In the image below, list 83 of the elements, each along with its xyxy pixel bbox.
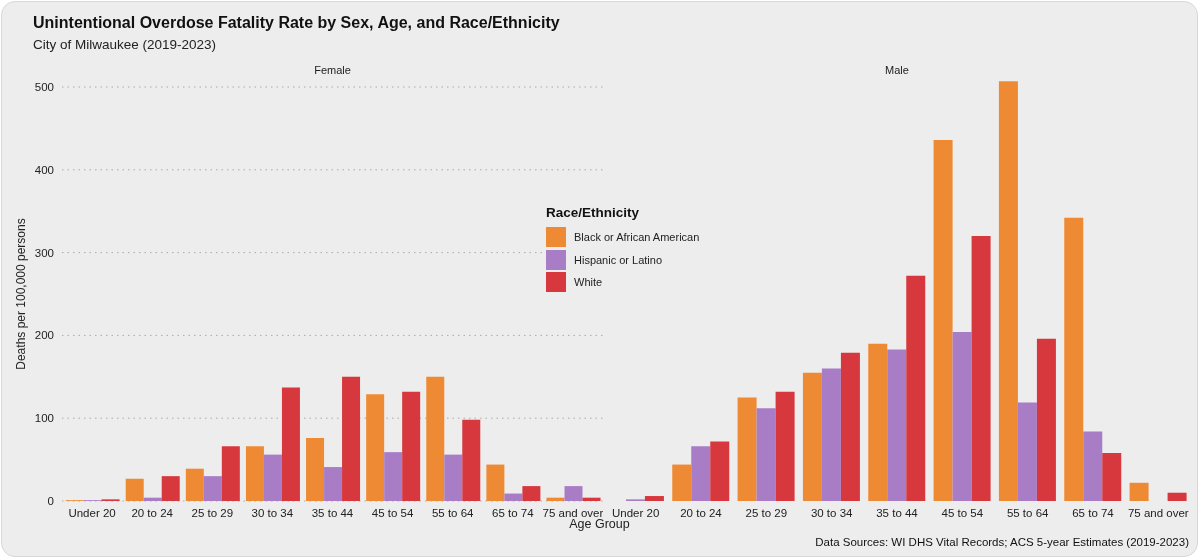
bar: [1102, 452, 1122, 501]
x-tick-label: 35 to 44: [876, 507, 919, 520]
bar: [486, 464, 505, 501]
bar: [161, 476, 180, 501]
bar: [221, 446, 240, 501]
legend-title: Race/Ethnicity: [546, 205, 641, 220]
x-tick-label: 65 to 74: [492, 507, 535, 520]
bar: [281, 387, 300, 501]
x-tick-label: 45 to 54: [941, 507, 984, 520]
y-axis-title: Deaths per 100,000 persons: [14, 218, 29, 370]
bar: [263, 454, 282, 501]
x-tick-label: 75 and over: [542, 507, 604, 520]
x-tick-label: Under 20: [68, 507, 116, 520]
x-tick-label: 20 to 24: [680, 507, 723, 520]
bar: [306, 438, 325, 501]
bar: [644, 496, 664, 501]
bar: [185, 468, 204, 501]
x-axis-title: Age Group: [569, 517, 630, 531]
bar: [324, 467, 343, 501]
bar: [1017, 402, 1037, 501]
legend-label: White: [574, 276, 603, 288]
bar: [998, 81, 1018, 501]
bar: [971, 236, 991, 501]
legend-label: Black or African American: [574, 231, 700, 243]
x-tick-label: 55 to 64: [1006, 507, 1050, 520]
y-tick-label: 200: [34, 329, 54, 342]
bar: [1036, 338, 1056, 501]
x-tick-label: 20 to 24: [131, 507, 174, 520]
x-tick-label: 25 to 29: [745, 507, 788, 520]
bar: [1129, 482, 1149, 501]
bar: [1083, 431, 1103, 501]
bar: [504, 493, 523, 501]
bar: [906, 275, 926, 501]
bar: [933, 139, 953, 501]
x-tick-label: 30 to 34: [810, 507, 854, 520]
bar: [1064, 217, 1084, 501]
chart-subtitle: City of Milwaukee (2019-2023): [33, 37, 217, 52]
bar: [756, 408, 776, 501]
x-tick-label: 45 to 54: [371, 507, 414, 520]
bar: [582, 497, 601, 501]
bar: [384, 452, 403, 501]
x-tick-label: 55 to 64: [431, 507, 475, 520]
bar: [821, 368, 841, 501]
bar: [775, 391, 795, 501]
bar: [887, 349, 907, 501]
bar: [366, 394, 385, 501]
y-tick-label: 0: [47, 495, 54, 508]
bar: [802, 372, 822, 501]
bar: [840, 352, 860, 501]
bar: [546, 497, 565, 501]
x-tick-label: 35 to 44: [311, 507, 354, 520]
bar: [143, 497, 162, 501]
bar: [868, 343, 888, 501]
x-tick-label: 75 and over: [1127, 507, 1189, 520]
bar: [710, 441, 730, 501]
text: Male: [884, 64, 910, 76]
x-tick-label: 30 to 34: [251, 507, 294, 520]
bar: [952, 332, 972, 501]
y-tick-label: 100: [34, 412, 54, 425]
x-tick-label: 65 to 74: [1072, 507, 1115, 520]
bar: [564, 486, 583, 501]
text: Female: [313, 64, 352, 76]
bar: [125, 478, 144, 501]
x-tick-label: Under 20: [612, 507, 660, 520]
y-tick-label: 500: [34, 81, 54, 94]
y-tick-label: 300: [34, 246, 54, 259]
bar: [691, 446, 711, 501]
bar: [462, 419, 481, 501]
bar: [444, 454, 463, 501]
text: Data Sources: WI DHS Vital Records; ACS 5-year Estimates (2019-2023): [815, 536, 1189, 548]
x-tick-label: 25 to 29: [191, 507, 234, 520]
bar: [522, 486, 541, 501]
bar: [672, 464, 692, 501]
y-tick-label: 400: [34, 163, 54, 176]
bar: [245, 446, 264, 501]
bar: [426, 376, 445, 501]
legend-label: Hispanic or Latino: [574, 253, 663, 266]
chart-title: Unintentional Overdose Fatality Rate by Sex, Age, and Race/Ethnicity: [33, 14, 560, 32]
bar: [737, 397, 757, 501]
bar: [342, 376, 361, 501]
bar: [203, 476, 222, 501]
bar: [1167, 492, 1187, 501]
bar: [402, 391, 421, 501]
